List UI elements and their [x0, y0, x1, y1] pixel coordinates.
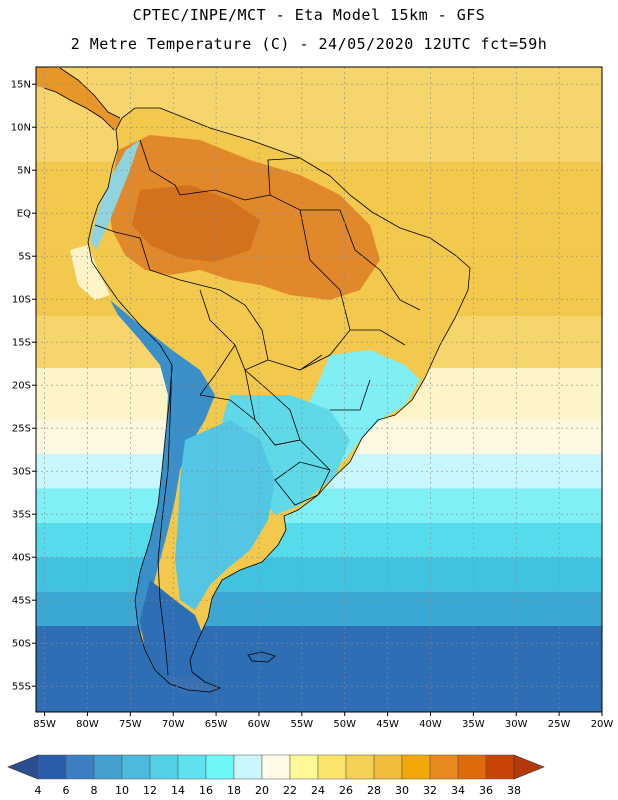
colorbar-swatch: [317, 754, 347, 780]
colorbar-swatch: [205, 754, 235, 780]
colorbar-swatch: [121, 754, 151, 780]
colorbar-swatch: [429, 754, 459, 780]
colombia-venezuela-border: [139, 139, 181, 196]
lon-label: 50W: [333, 719, 356, 730]
patagonia-cold: [140, 580, 210, 690]
lon-label: 25W: [548, 719, 571, 730]
lon-label: 60W: [248, 719, 271, 730]
colorbar-swatch: [65, 754, 95, 780]
lon-label: 75W: [119, 719, 142, 730]
lat-label: 50S: [12, 639, 31, 650]
ocean-band-10: [36, 626, 602, 712]
colorbar-swatch: [93, 754, 123, 780]
lat-label: 25S: [12, 424, 31, 435]
lat-label: 35S: [12, 510, 31, 521]
chile-argentina-border: [157, 364, 173, 676]
colorbar-label: 10: [115, 784, 129, 797]
country-borders: [43, 67, 471, 693]
lon-label: 65W: [205, 719, 228, 730]
lon-label: 40W: [419, 719, 442, 730]
lat-label: 20S: [12, 381, 31, 392]
central-andes-cold: [110, 300, 215, 650]
tierra-del-fuego: [168, 675, 220, 693]
colorbar-swatch: [485, 754, 515, 780]
colorbar-label: 38: [507, 784, 521, 797]
northern-andes-cold: [90, 140, 140, 250]
lat-label: 5N: [17, 166, 31, 177]
lat-label: 40S: [12, 553, 31, 564]
ocean-band-9: [36, 591, 602, 626]
colorbar-swatch: [345, 754, 375, 780]
argentina-mid: [175, 420, 275, 610]
colorbar-swatch: [457, 754, 487, 780]
bolivia-border: [199, 289, 269, 396]
brazil-border-west: [149, 269, 323, 371]
lat-label: 10S: [12, 295, 31, 306]
lat-label: 55S: [12, 682, 31, 693]
lon-label: 20W: [591, 719, 614, 730]
colorbar-label: 32: [423, 784, 437, 797]
lat-label: 15S: [12, 338, 31, 349]
colorbar-swatch: [233, 754, 263, 780]
lat-label: 5S: [18, 252, 31, 263]
colorbar-label: 18: [227, 784, 241, 797]
lat-lon-grid: [36, 67, 602, 712]
latitude-labels: 15N 10N 5N EQ 5S 10S 15S 20S 25S 30S 35S 40S 45S 50S 5…: [11, 80, 36, 693]
colorbar-swatch: [373, 754, 403, 780]
map-frame: [35, 66, 603, 713]
colorbar-label: 26: [339, 784, 353, 797]
colorbar-swatch: [177, 754, 207, 780]
colorbar-label: 6: [63, 784, 70, 797]
lon-label: 30W: [505, 719, 528, 730]
central-america-outline: [43, 67, 121, 131]
colorbar-swatch: [401, 754, 431, 780]
colorbar-label: 36: [479, 784, 493, 797]
lat-label: 10N: [11, 123, 31, 134]
map-title-line2: 2 Metre Temperature (C) - 24/05/2020 12U…: [70, 35, 548, 53]
lat-label: 15N: [11, 80, 31, 91]
colorbar-swatch: [261, 754, 291, 780]
longitude-labels: 85W 80W 75W 70W 65W 60W 55W 50W 45W 40W 35W 30W 25W 2…: [33, 712, 613, 730]
colorbar-swatch: [289, 754, 319, 780]
colorbar-label: 4: [35, 784, 42, 797]
brazil-border-north: [179, 157, 340, 211]
lon-label: 85W: [33, 719, 56, 730]
colorbar-label: 16: [199, 784, 213, 797]
continent-outline: [87, 107, 471, 693]
ocean-band-8: [36, 557, 602, 592]
colorbar-label: 14: [171, 784, 185, 797]
brazil-states: [299, 209, 421, 411]
ocean-band-7: [36, 522, 602, 558]
lon-label: 70W: [162, 719, 185, 730]
colorbar-label: 12: [143, 784, 157, 797]
lat-label: 45S: [12, 596, 31, 607]
peru-ecuador-border: [94, 224, 151, 271]
colorbar-swatch: [37, 754, 67, 780]
argentina-border: [199, 394, 331, 471]
lon-label: 55W: [291, 719, 314, 730]
central-america-land: [36, 67, 126, 132]
lat-label: EQ: [17, 209, 31, 220]
colorbar-swatch: [149, 754, 179, 780]
uruguay-border: [274, 461, 331, 506]
colorbar-label: 20: [255, 784, 269, 797]
lon-label: 35W: [462, 719, 485, 730]
lon-label: 80W: [76, 719, 99, 730]
falkland-islands: [247, 651, 276, 663]
colorbar-label: 8: [91, 784, 98, 797]
amazon-hottest-region: [132, 185, 260, 262]
colorbar-label: 34: [451, 784, 465, 797]
right-triangle-icon: [513, 754, 545, 780]
colorbar-label: 22: [283, 784, 297, 797]
lon-label: 45W: [376, 719, 399, 730]
lat-label: 30S: [12, 467, 31, 478]
colorbar-label: 28: [367, 784, 381, 797]
map-title-line1: CPTEC/INPE/MCT - Eta Model 15km - GFS: [132, 6, 486, 24]
left-triangle-icon: [7, 754, 39, 780]
colorbar-label: 24: [311, 784, 325, 797]
peru-coast-warm: [70, 245, 110, 300]
temperature-colorbar: 4 6 8 10 12 14 16 18 20 22 24 26 28 30 32 34 36 38: [7, 754, 545, 797]
colorbar-label: 30: [395, 784, 409, 797]
